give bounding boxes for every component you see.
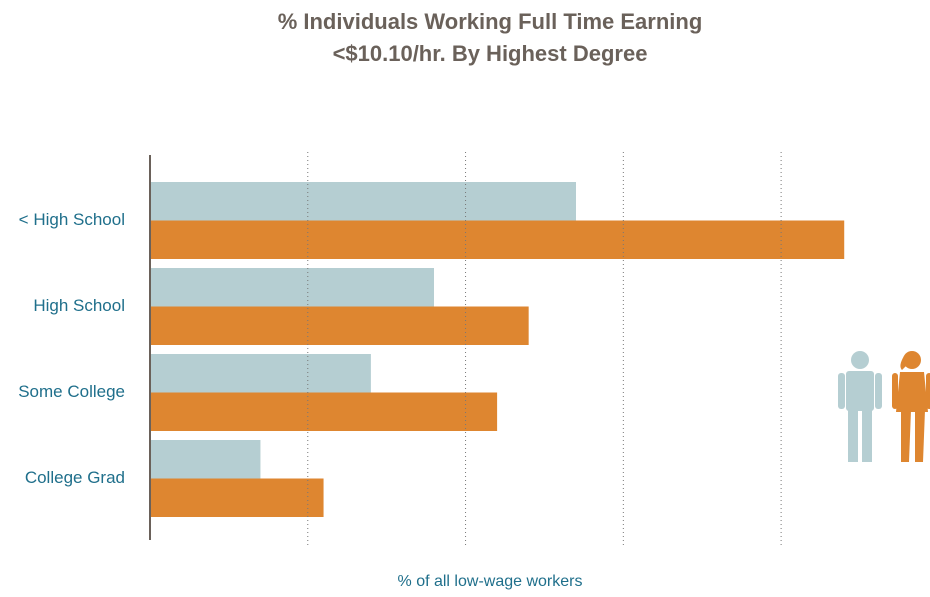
woman-icon bbox=[892, 351, 930, 462]
man-icon bbox=[838, 351, 882, 462]
bar bbox=[150, 354, 371, 393]
bar bbox=[150, 182, 576, 221]
chart-title: % Individuals Working Full Time Earning … bbox=[277, 9, 703, 66]
bar bbox=[150, 440, 261, 479]
bar bbox=[150, 478, 324, 517]
x-axis-label: % of all low-wage workers bbox=[398, 573, 583, 590]
bar bbox=[150, 268, 434, 307]
y-tick-label: < High School bbox=[19, 210, 125, 229]
bar bbox=[150, 306, 529, 345]
y-tick-label: High School bbox=[33, 296, 125, 315]
legend-icons bbox=[838, 351, 930, 462]
bar bbox=[150, 392, 498, 431]
bar bbox=[150, 220, 845, 259]
y-tick-label: College Grad bbox=[25, 468, 125, 487]
y-tick-label: Some College bbox=[18, 382, 125, 401]
